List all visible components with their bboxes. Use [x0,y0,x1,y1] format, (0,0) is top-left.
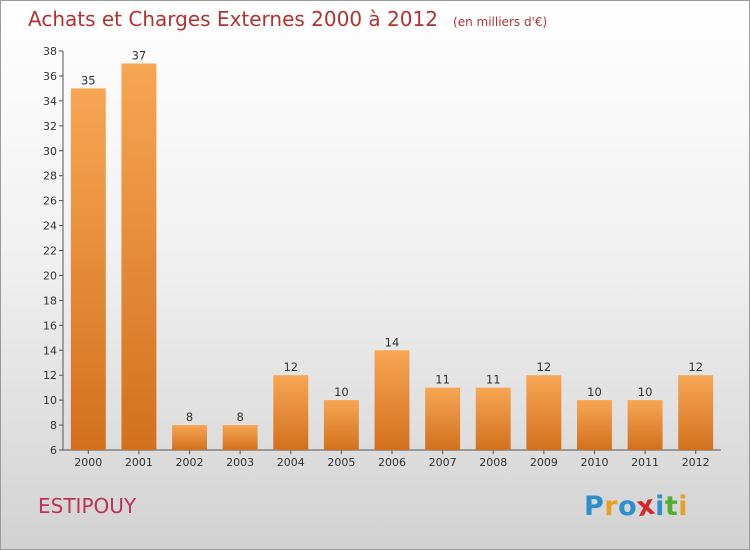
bar-2006 [374,350,410,450]
bar-2000 [70,88,106,450]
brand-letter: i [678,491,689,522]
y-axis: 6 8 10 12 14 16 18 20 22 24 26 28 30 32 34 36 38 [43,45,64,457]
bars: 35 37 8 8 12 10 14 11 11 12 10 10 12 [70,48,714,450]
x-tick-label: 2011 [631,456,659,469]
bar-value-label: 8 [236,410,243,424]
bar-value-label: 12 [688,360,703,374]
bar-value-label: 11 [486,373,501,387]
x-tick-label: 2009 [530,456,558,469]
x-tick-label: 2012 [682,456,710,469]
bar-2009 [526,375,562,450]
y-tick-label: 38 [43,45,57,58]
bar-value-label: 10 [638,385,653,399]
x-axis: 2000 2001 2002 2003 2004 2005 2006 2007 2008 2009… [63,449,721,469]
y-tick-label: 28 [43,170,57,183]
commune-name: ESTIPOUY [38,494,137,518]
bar-value-label: 37 [132,48,147,62]
y-tick-label: 22 [43,245,57,258]
y-tick-label: 18 [43,294,57,307]
x-tick-label: 2003 [226,456,254,469]
y-tick-label: 14 [43,344,57,357]
y-tick-label: 26 [43,195,57,208]
y-tick-label: 30 [43,145,57,158]
brand-logo: Proxiti [584,490,689,524]
brand-letter: o [618,491,638,522]
y-tick-label: 20 [43,269,57,282]
x-tick-label: 2008 [479,456,507,469]
bar-2004 [273,375,309,450]
y-tick-label: 34 [43,95,57,108]
bar-value-label: 35 [81,73,96,87]
bar-value-label: 14 [385,335,400,349]
bar-value-label: 10 [587,385,602,399]
y-tick-label: 8 [50,419,57,432]
bar-2005 [323,400,359,450]
brand-letter: P [584,491,605,522]
chart-header: Achats et Charges Externes 2000 à 2012 (… [28,7,547,31]
x-tick-label: 2002 [176,456,204,469]
bar-value-label: 12 [537,360,552,374]
bar-2003 [222,425,258,450]
x-tick-label: 2006 [378,456,406,469]
y-tick-label: 12 [43,369,57,382]
brand-letter: r [604,491,619,522]
x-tick-label: 2010 [580,456,608,469]
x-tick-label: 2007 [429,456,457,469]
bar-2007 [425,387,461,450]
y-tick-label: 32 [43,120,57,133]
bar-2002 [172,425,208,450]
x-tick-label: 2000 [74,456,102,469]
bar-value-label: 8 [186,410,193,424]
y-tick-label: 10 [43,394,57,407]
bar-2010 [576,400,612,450]
bar-value-label: 10 [334,385,349,399]
chart-unit: (en milliers d'€) [453,15,548,29]
y-tick-label: 6 [50,444,57,457]
y-tick-label: 24 [43,220,57,233]
bar-2008 [475,387,511,450]
x-tick-label: 2005 [327,456,355,469]
y-tick-label: 16 [43,319,57,332]
x-tick-label: 2004 [277,456,305,469]
bar-2001 [121,63,157,450]
bar-2011 [627,400,663,450]
chart-title: Achats et Charges Externes 2000 à 2012 [28,7,438,31]
bar-value-label: 11 [435,373,450,387]
x-tick-label: 2001 [125,456,153,469]
y-tick-label: 36 [43,70,57,83]
bar-value-label: 12 [283,360,298,374]
bar-2012 [678,375,714,450]
brand-letter: i [655,491,665,522]
brand-letter: t [664,491,679,522]
